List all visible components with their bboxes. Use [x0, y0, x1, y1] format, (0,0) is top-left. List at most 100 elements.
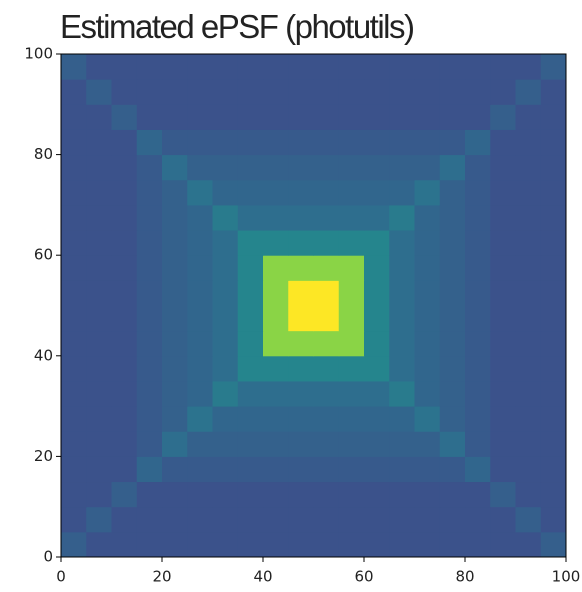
heatmap-cell [61, 456, 87, 483]
heatmap-cell [338, 456, 365, 483]
heatmap-cell [313, 104, 340, 130]
heatmap-cell [111, 431, 138, 457]
heatmap-cell [540, 255, 567, 281]
heatmap-cell [364, 179, 390, 206]
heatmap-cell [490, 54, 516, 80]
heatmap-cell [414, 456, 441, 483]
heatmap-cell [86, 431, 112, 457]
heatmap-cell [86, 54, 112, 80]
heatmap-cell [237, 79, 264, 105]
heatmap-cell [111, 280, 138, 306]
heatmap-cell [414, 79, 441, 105]
heatmap-cell [263, 506, 289, 533]
heatmap-cell [136, 255, 163, 281]
heatmap-cell [313, 355, 340, 382]
heatmap-cell [61, 431, 87, 457]
heatmap-cell [439, 204, 466, 231]
heatmap-cell [162, 506, 188, 533]
heatmap-cell [61, 204, 87, 231]
heatmap-cell [540, 179, 567, 206]
heatmap-cell [364, 355, 390, 382]
heatmap-cell [313, 330, 340, 357]
heatmap-cell [263, 129, 289, 156]
heatmap-cell [313, 305, 340, 332]
heatmap-cell [187, 355, 213, 382]
heatmap-cell [111, 531, 138, 558]
heatmap-cell [414, 129, 441, 156]
heatmap-cell [389, 506, 415, 533]
heatmap-cell [364, 104, 390, 130]
heatmap-cell [414, 104, 441, 130]
heatmap-cell [338, 531, 365, 558]
heatmap-cell [86, 531, 112, 558]
heatmap-cell [187, 230, 213, 256]
heatmap-cell [515, 255, 542, 281]
heatmap-cell [439, 456, 466, 483]
heatmap-cell [338, 255, 365, 281]
heatmap-cell [237, 456, 264, 483]
heatmap-cell [313, 531, 340, 558]
heatmap-cell [515, 129, 542, 156]
heatmap-cell [212, 330, 239, 357]
heatmap-cell [111, 355, 138, 382]
heatmap-cell [540, 104, 567, 130]
heatmap-cell [288, 54, 314, 80]
heatmap-cell [313, 456, 340, 483]
heatmap-cell [86, 355, 112, 382]
y-tick-label: 80 [34, 145, 53, 163]
heatmap-cell [111, 129, 138, 156]
heatmap-cell [187, 406, 213, 432]
heatmap-cell [540, 330, 567, 357]
heatmap-cell [111, 330, 138, 357]
heatmap-cell [490, 355, 516, 382]
heatmap-cell [111, 230, 138, 256]
heatmap-cell [313, 129, 340, 156]
heatmap-cell [237, 380, 264, 407]
heatmap-cell [162, 204, 188, 231]
heatmap-cell [111, 204, 138, 231]
heatmap-cell [111, 506, 138, 533]
heatmap-cell [490, 456, 516, 483]
heatmap-cell [338, 129, 365, 156]
heatmap-cell [136, 129, 163, 156]
heatmap-cell [465, 79, 491, 105]
heatmap-cell [465, 506, 491, 533]
heatmap-cell [162, 380, 188, 407]
heatmap-cell [237, 204, 264, 231]
heatmap-cell [111, 380, 138, 407]
heatmap-cell [288, 456, 314, 483]
heatmap-cell [338, 481, 365, 508]
heatmap-cell [414, 506, 441, 533]
heatmap-cell [288, 531, 314, 558]
heatmap-cell [86, 179, 112, 206]
heatmap-cell [212, 531, 239, 558]
heatmap-cell [313, 255, 340, 281]
heatmap-cell [61, 230, 87, 256]
heatmap-cell [162, 54, 188, 80]
heatmap-cell [364, 431, 390, 457]
heatmap-cell [338, 355, 365, 382]
heatmap-cell [237, 230, 264, 256]
heatmap-cell [237, 104, 264, 130]
heatmap-cell [313, 506, 340, 533]
heatmap-cell [414, 355, 441, 382]
heatmap-cell [187, 456, 213, 483]
heatmap-cell [515, 456, 542, 483]
y-tick-label: 40 [34, 346, 53, 364]
heatmap-cell [86, 456, 112, 483]
heatmap-cell [465, 481, 491, 508]
heatmap-cell [263, 355, 289, 382]
heatmap-cell [515, 79, 542, 105]
heatmap-cell [136, 506, 163, 533]
heatmap-cell [263, 456, 289, 483]
heatmap-cell [212, 54, 239, 80]
heatmap-cell [212, 431, 239, 457]
heatmap-cell [263, 54, 289, 80]
x-tick-label: 20 [152, 568, 171, 586]
x-tick-label: 0 [56, 568, 66, 586]
heatmap-cell [212, 456, 239, 483]
heatmap-cell [490, 179, 516, 206]
heatmap-cell [162, 431, 188, 457]
heatmap-cell [540, 54, 567, 80]
